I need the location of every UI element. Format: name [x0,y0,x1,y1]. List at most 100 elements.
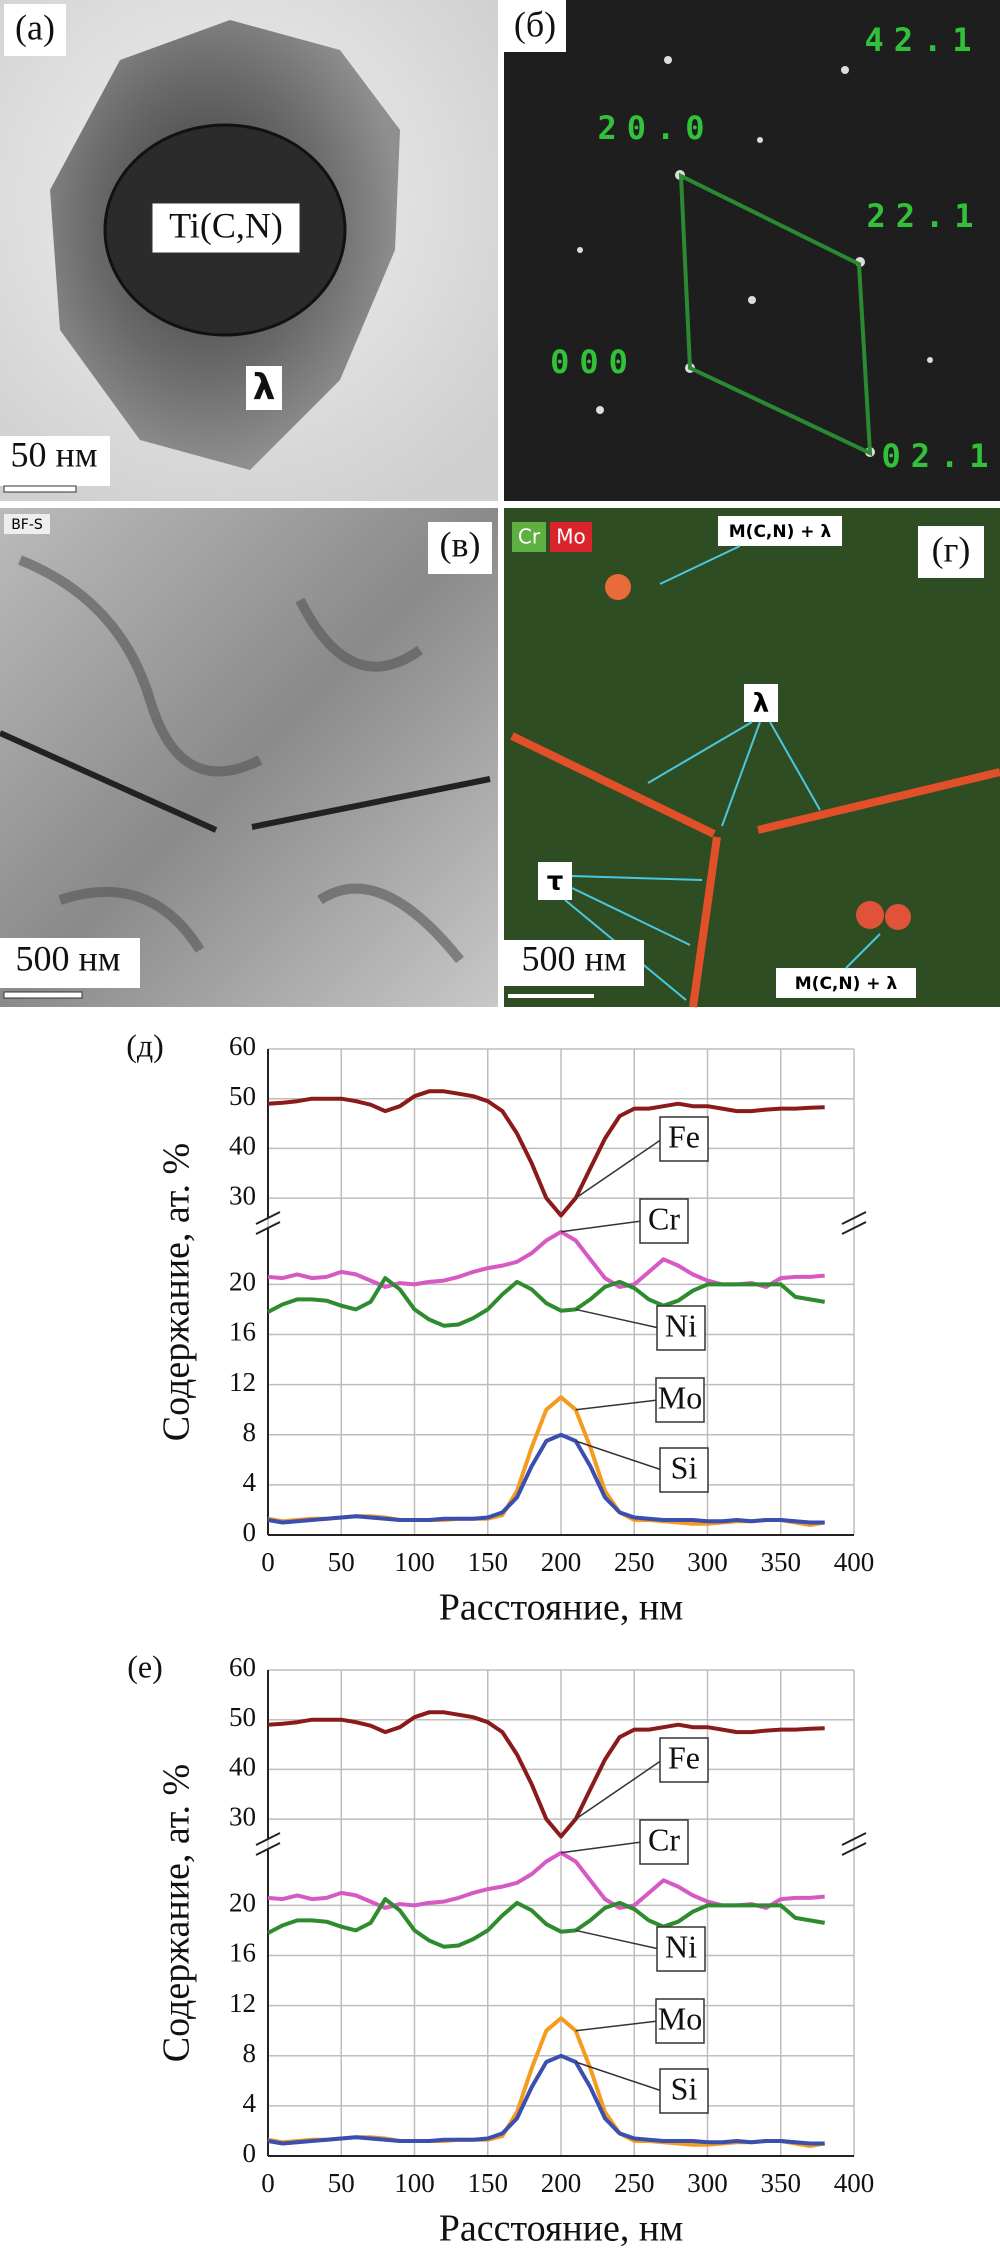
mode-label: BF-S [11,517,43,533]
callout-leader [575,1138,663,1199]
precipitate [605,574,631,600]
label-box [504,940,644,986]
y-tick-label: 8 [243,2038,257,2068]
unit-cell [678,172,873,457]
callout-leader [560,1841,643,1854]
label-box [918,526,984,578]
x-tick-label: 400 [834,2168,875,2198]
panel-a: (а) Ti(C,N) λ 50 нм [0,0,498,501]
callout-leader [575,1929,660,1950]
legend-label: Si [671,2070,698,2106]
spot-label: 000 [550,343,638,381]
y-tick-label: 16 [229,1938,256,1968]
spot-label: 02.1 [881,437,998,475]
legend-label: Cr [648,1821,680,1857]
axis-break [255,1211,281,1225]
callout-leader [575,2020,659,2032]
panel-label: (д) [126,1027,164,1063]
x-tick-label: 300 [687,2168,728,2198]
x-tick-label: 200 [541,1547,582,1577]
axis-break [841,1211,867,1225]
leader [647,721,821,827]
legend-swatch [550,522,592,552]
panel-label: (а) [15,7,55,47]
scale-label: 500 нм [521,938,626,978]
phase-label: M(C,N) + λ [729,522,832,542]
y-tick-label: 20 [229,1888,256,1918]
charts: 0 50 100 150 200 250 300 350 400 0 4 8 12 16 20 30 40 50 6… [126,1027,874,2249]
y-axis-label: Содержание, ат. % [156,1764,198,2062]
x-tick-label: 200 [541,2168,582,2198]
callout-leader [575,1440,663,1471]
x-tick-label: 150 [468,2168,509,2198]
legend-label: Mo [658,1379,702,1415]
label-box [0,436,110,486]
axis-break [841,1842,867,1856]
legend-box [659,1116,709,1162]
precipitate [885,904,911,930]
label-box [504,0,566,52]
series-line [267,1089,825,1218]
legend-box [659,2068,709,2114]
label-box [428,522,492,574]
panel-c: BF-S (в) 500 нм [0,508,498,1007]
eds-map [504,508,1000,1007]
legend-label: Cr [518,525,541,549]
axis-break [255,1221,281,1235]
spot-label: 20.0 [597,109,714,147]
panel-b: (б) 42.1 20.0 22.1 000 02.1 [504,0,1000,501]
y-tick-label: 50 [229,1081,256,1111]
legend-label: Cr [648,1200,680,1236]
label-box [744,684,778,722]
x-tick-label: 250 [614,1547,655,1577]
diffraction-pattern [504,0,1000,501]
series-line [267,2053,825,2146]
y-tick-label: 40 [229,1752,256,1782]
axis-break [841,1221,867,1235]
x-tick-label: 0 [261,2168,275,2198]
callout-leader [575,1308,660,1329]
x-tick-label: 150 [468,1547,509,1577]
scale-bar [3,485,77,493]
series-line [267,1850,825,1910]
legend-box [655,1377,705,1423]
x-tick-label: 50 [328,2168,355,2198]
x-tick-label: 100 [394,1547,435,1577]
x-tick-label: 300 [687,1547,728,1577]
series-line [267,1710,825,1839]
y-tick-label: 12 [229,1367,256,1397]
legend-label: Fe [668,1739,700,1775]
series-line [267,1229,825,1289]
x-tick-label: 50 [328,1547,355,1577]
spot-label: 42.1 [864,21,981,59]
callout-leader [575,1759,663,1820]
x-tick-label: 100 [394,2168,435,2198]
y-tick-label: 4 [243,1467,257,1497]
scale-label: 50 нм [10,434,97,474]
y-tick-label: 20 [229,1267,256,1297]
legend-box [656,1305,706,1351]
series-line [267,1276,826,1328]
phase-label: λ [253,367,276,408]
legend-label: Mo [556,525,586,549]
y-tick-label: 60 [229,1031,256,1061]
axis-break [255,1832,281,1846]
legend-box [656,1926,706,1972]
y-tick-label: 30 [229,1180,256,1210]
y-tick-label: 12 [229,1988,256,2018]
leader [845,933,881,969]
scale-bar [3,991,83,999]
series-line [267,2016,826,2148]
label-box [776,968,916,998]
y-tick-label: 0 [243,1517,257,1547]
x-tick-label: 350 [761,2168,802,2198]
x-tick-label: 250 [614,2168,655,2198]
dislocations [18,555,464,964]
label-box [246,366,282,410]
phase-label: Ti(C,N) [169,205,283,245]
x-axis-label: Расстояние, нм [439,1587,684,1629]
phase-boundary [510,732,1000,1008]
legend-label: Mo [658,2000,702,2036]
boundary [0,730,491,833]
